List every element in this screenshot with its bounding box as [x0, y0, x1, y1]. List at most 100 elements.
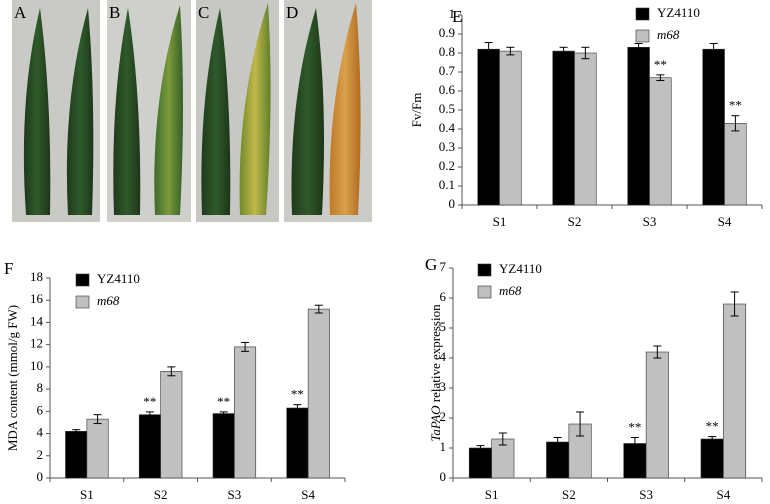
y-tick-label: 0 — [449, 196, 456, 211]
error-bar — [484, 42, 493, 57]
x-tick-label: S4 — [301, 487, 315, 502]
y-tick-label: 0.4 — [439, 120, 456, 135]
panel-label: A — [14, 3, 27, 22]
y-tick-label: 16 — [30, 291, 44, 306]
leaf — [239, 3, 271, 215]
error-bar — [730, 291, 739, 317]
error-bar — [72, 429, 81, 434]
y-tick-label: 3 — [440, 379, 447, 394]
bar — [574, 52, 597, 206]
error-bar — [576, 411, 585, 437]
error-bar — [314, 304, 323, 314]
x-tick-label: S3 — [639, 487, 653, 502]
bar — [65, 431, 88, 479]
y-axis-label-italic: TaPAO — [428, 405, 443, 442]
error-bar — [476, 445, 485, 451]
legend-swatch — [75, 295, 90, 309]
legend-swatch — [635, 29, 650, 43]
bar — [234, 346, 257, 479]
y-tick-label: 18 — [30, 269, 43, 284]
x-tick-label: S4 — [717, 487, 731, 502]
error-bar — [506, 46, 515, 56]
significance-label: ** — [706, 419, 719, 434]
legend-label: YZ4110 — [97, 271, 140, 286]
error-bar — [653, 345, 662, 359]
legend-label: m68 — [499, 283, 522, 298]
bar — [307, 308, 330, 479]
x-tick-label: S4 — [718, 214, 732, 229]
x-tick-label: S3 — [228, 487, 242, 502]
bar — [645, 351, 669, 479]
y-tick-label: 2 — [37, 447, 44, 462]
error-bar — [498, 432, 507, 446]
y-tick-label: 4 — [37, 425, 44, 440]
leaf — [23, 8, 51, 215]
y-tick-label: 0.2 — [439, 158, 455, 173]
error-bar — [708, 436, 717, 442]
x-tick-label: S1 — [485, 487, 499, 502]
bar — [649, 77, 672, 206]
bar — [702, 48, 725, 206]
x-tick-label: S2 — [562, 487, 576, 502]
legend-swatch — [477, 263, 492, 277]
panel-label: E — [452, 7, 462, 26]
leaf — [113, 8, 141, 215]
leaf — [329, 3, 361, 215]
error-bar — [167, 366, 176, 377]
bar — [160, 371, 183, 479]
x-tick-label: S2 — [568, 214, 582, 229]
y-tick-label: 0 — [37, 469, 44, 484]
bar — [86, 418, 109, 479]
y-axis-label: Fv/Fm — [409, 93, 424, 128]
legend-label: m68 — [97, 293, 120, 308]
y-tick-label: 0.5 — [439, 101, 455, 116]
y-tick-label: 0.3 — [439, 139, 455, 154]
significance-label: ** — [217, 394, 230, 409]
error-bar — [630, 437, 639, 450]
panel-label: D — [286, 3, 298, 22]
error-bar — [93, 414, 102, 425]
y-tick-label: 0.7 — [439, 63, 456, 78]
panel-label: G — [425, 255, 437, 274]
y-tick-label: 4 — [440, 349, 447, 364]
y-tick-label: 14 — [30, 313, 44, 328]
legend-swatch — [635, 7, 650, 21]
error-bar — [709, 43, 718, 56]
error-bar — [731, 115, 740, 132]
bar — [477, 48, 500, 206]
y-axis-label-text: MDA content (mmol/g FW) — [5, 305, 20, 451]
leaf-photos: A B C D — [12, 0, 372, 222]
significance-label: ** — [143, 394, 156, 409]
x-tick-label: S2 — [154, 487, 168, 502]
legend-label: m68 — [657, 27, 680, 42]
y-tick-label: 1 — [449, 6, 456, 21]
leaf — [201, 8, 231, 215]
leaf — [66, 8, 94, 215]
legend-swatch — [477, 285, 492, 299]
legend-label: YZ4110 — [657, 5, 700, 20]
legend-label: YZ4110 — [499, 261, 542, 276]
bar — [700, 438, 724, 479]
error-bar — [241, 341, 250, 352]
bar — [499, 50, 522, 206]
x-tick-label: S3 — [643, 214, 657, 229]
panel-label: F — [4, 259, 13, 278]
bar — [138, 414, 161, 479]
bar — [627, 46, 650, 206]
bar — [468, 447, 492, 479]
error-bar — [634, 43, 643, 52]
panel-label: B — [109, 3, 120, 22]
y-tick-label: 10 — [30, 358, 43, 373]
error-bar — [145, 411, 154, 418]
y-axis-label-text: relative expression — [428, 304, 443, 402]
significance-label: ** — [729, 98, 742, 113]
significance-label: ** — [291, 387, 304, 402]
y-tick-label: 12 — [30, 336, 43, 351]
leaf — [154, 5, 183, 215]
y-tick-label: 7 — [440, 259, 447, 274]
error-bar — [219, 411, 228, 416]
bar — [552, 50, 575, 206]
error-bar — [581, 46, 590, 60]
error-bar — [553, 437, 562, 447]
